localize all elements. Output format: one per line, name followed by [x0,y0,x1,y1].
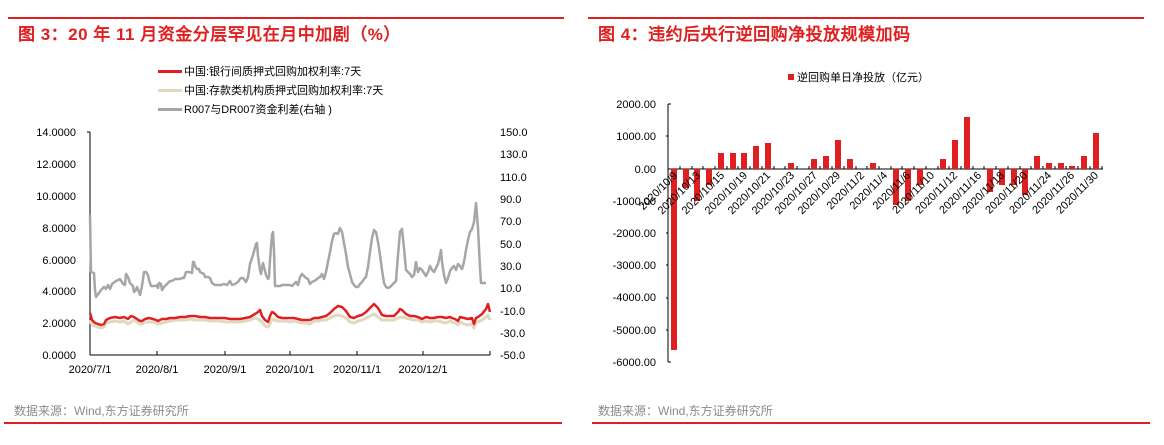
dr007-line [88,312,492,330]
y-ticks [666,135,668,331]
legend-item-spread-right-axis: R007与DR007资金利差(右轴 ) [158,101,332,117]
svg-text:6.0000: 6.0000 [42,255,76,267]
r007-line [88,302,492,327]
right-top-rule [588,17,1144,19]
svg-text:2020/12/1: 2020/12/1 [399,364,448,376]
svg-text:-4000.00: -4000.00 [613,292,656,304]
svg-text:-6000.00: -6000.00 [613,357,656,369]
svg-text:-1000.00: -1000.00 [613,196,656,208]
svg-text:10.0000: 10.0000 [36,191,76,203]
svg-text:2000.00: 2000.00 [616,99,656,111]
svg-text:30.0: 30.0 [500,261,521,273]
svg-text:2020/9/1: 2020/9/1 [204,364,247,376]
svg-text:14.0000: 14.0000 [36,127,76,139]
x-axis-labels: 2020/7/1 2020/8/1 2020/9/1 2020/10/1 202… [69,364,448,376]
svg-text:130.0: 130.0 [500,149,528,161]
left-source-note: 数据来源：Wind,东方证券研究所 [14,404,189,418]
x-ticks [156,351,491,355]
right-figure-title: 图 4：违约后央行逆回购净投放规模加码 [598,25,911,44]
legend-item-interbank-7d: 中国:银行间质押式回购加权利率:7天 [158,63,361,79]
svg-text:-10.0: -10.0 [500,306,525,318]
svg-text:-50.0: -50.0 [500,350,525,362]
spread-line [88,201,486,299]
legend-item-reverse-repo-net: 逆回购单日净投放（亿元） [788,69,929,85]
legend-label: 中国:银行间质押式回购加权利率:7天 [184,66,362,78]
right-bar-chart: 2000.00 1000.00 0.00 -1000.00 -2000.00 -… [613,99,1103,369]
svg-text:-30.0: -30.0 [500,328,525,340]
svg-text:2020/11/1: 2020/11/1 [333,364,381,376]
svg-text:2.0000: 2.0000 [42,318,76,330]
bars [671,117,1099,350]
legend-swatch-red-square [788,74,794,80]
legend-label: R007与DR007资金利差(右轴 ) [184,104,332,116]
svg-text:-3000.00: -3000.00 [613,260,656,272]
svg-text:50.0: 50.0 [500,239,521,251]
svg-text:2020/8/1: 2020/8/1 [136,364,179,376]
svg-text:110.0: 110.0 [500,172,527,184]
legend-swatch-beige [158,88,182,92]
svg-text:12.0000: 12.0000 [36,159,76,171]
svg-text:8.0000: 8.0000 [42,223,76,235]
left-bottom-rule [4,422,562,424]
svg-text:10.0: 10.0 [500,283,521,295]
x-ticks [679,166,1103,169]
right-y-axis-labels: 150.0 130.0 110.0 90.0 70.0 50.0 30.0 10… [500,127,528,362]
svg-text:70.0: 70.0 [500,216,521,228]
left-figure-title: 图 3：20 年 11 月资金分层罕见在月中加剧（%） [18,25,401,44]
legend-swatch-red [158,69,182,73]
svg-text:2020/7/1: 2020/7/1 [69,364,112,376]
svg-text:-5000.00: -5000.00 [613,325,656,337]
left-figure-panel: 图 3：20 年 11 月资金分层罕见在月中加剧（%） 中国:银行间质押式回购加… [0,0,580,445]
legend-swatch-gray [158,107,182,111]
y-axis-labels: 2000.00 1000.00 0.00 -1000.00 -2000.00 -… [613,99,656,369]
left-top-rule [8,17,564,19]
left-y-axis-labels: 14.0000 12.0000 10.0000 8.0000 6.0000 4.… [36,127,76,362]
right-source-note: 数据来源：Wind,东方证券研究所 [598,404,773,418]
svg-text:2020/10/1: 2020/10/1 [266,364,315,376]
legend-label: 逆回购单日净投放（亿元） [797,72,929,84]
svg-text:150.0: 150.0 [500,127,528,139]
svg-text:0.00: 0.00 [635,164,656,176]
right-figure-panel: 图 4：违约后央行逆回购净投放规模加码 逆回购单日净投放（亿元） 2000.00… [580,0,1164,445]
legend-label: 中国:存款类机构质押式回购加权利率:7天 [184,85,384,97]
legend-item-deposit-inst-7d: 中国:存款类机构质押式回购加权利率:7天 [158,82,383,98]
svg-text:1000.00: 1000.00 [616,131,656,143]
left-line-chart: 14.0000 12.0000 10.0000 8.0000 6.0000 4.… [36,127,528,376]
svg-text:4.0000: 4.0000 [42,286,76,298]
right-bottom-rule [592,422,1150,424]
svg-text:90.0: 90.0 [500,194,521,206]
svg-text:0.0000: 0.0000 [42,350,76,362]
svg-text:-2000.00: -2000.00 [613,228,656,240]
